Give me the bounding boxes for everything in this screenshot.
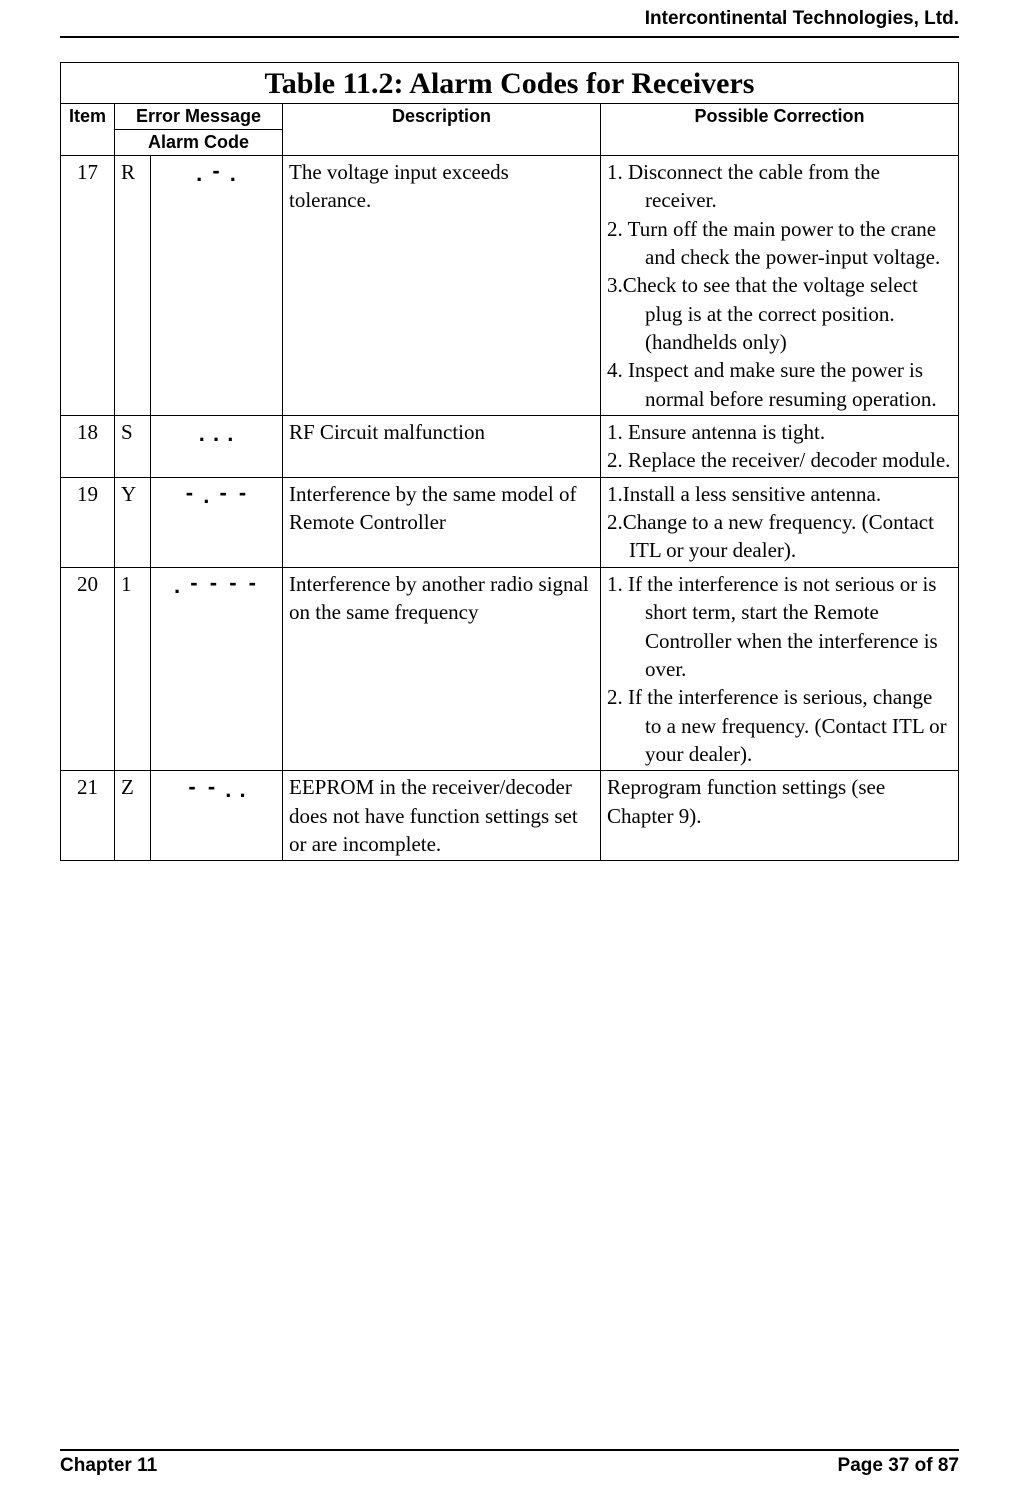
col-header-error-message: Error Message bbox=[115, 104, 283, 130]
cell-description: RF Circuit malfunction bbox=[283, 416, 601, 478]
cell-alarm-code: . . . bbox=[151, 416, 283, 478]
content-area: Table 11.2: Alarm Codes for Receivers It… bbox=[60, 38, 959, 861]
correction-item: 4. Inspect and make sure the power is no… bbox=[607, 356, 952, 413]
correction-item: 1. If the interference is not serious or… bbox=[607, 570, 952, 683]
correction-list: 1. Disconnect the cable from the receive… bbox=[607, 158, 952, 413]
cell-alarm-code: . - - - - bbox=[151, 567, 283, 770]
cell-error-letter: R bbox=[115, 156, 151, 416]
cell-item: 17 bbox=[61, 156, 115, 416]
cell-description: EEPROM in the receiver/decoder does not … bbox=[283, 771, 601, 861]
correction-item: 1. Ensure antenna is tight. bbox=[607, 418, 952, 446]
cell-item: 19 bbox=[61, 477, 115, 567]
correction-item: 3.Check to see that the voltage select p… bbox=[607, 271, 952, 356]
correction-text: Reprogram function settings (see Chapter… bbox=[607, 773, 952, 830]
page: Intercontinental Technologies, Ltd. Tabl… bbox=[0, 0, 1019, 1495]
footer-rule bbox=[60, 1449, 959, 1451]
cell-error-letter: Z bbox=[115, 771, 151, 861]
table-row: 18S. . .RF Circuit malfunction1. Ensure … bbox=[61, 416, 959, 478]
col-header-alarm-code: Alarm Code bbox=[115, 130, 283, 156]
table-row: 201. - - - -Interference by another radi… bbox=[61, 567, 959, 770]
table-row: 17R. - .The voltage input exceeds tolera… bbox=[61, 156, 959, 416]
cell-correction: 1. Disconnect the cable from the receive… bbox=[601, 156, 959, 416]
cell-description: The voltage input exceeds tolerance. bbox=[283, 156, 601, 416]
cell-item: 20 bbox=[61, 567, 115, 770]
correction-list: 1. Ensure antenna is tight.2. Replace th… bbox=[607, 418, 952, 475]
cell-error-letter: 1 bbox=[115, 567, 151, 770]
correction-list: 1. If the interference is not serious or… bbox=[607, 570, 952, 768]
correction-item: 2. Replace the receiver/ decoder module. bbox=[607, 446, 952, 474]
table-row: 21Z- - . .EEPROM in the receiver/decoder… bbox=[61, 771, 959, 861]
cell-correction: Reprogram function settings (see Chapter… bbox=[601, 771, 959, 861]
cell-error-letter: S bbox=[115, 416, 151, 478]
cell-alarm-code: - . - - bbox=[151, 477, 283, 567]
footer-chapter: Chapter 11 bbox=[60, 1455, 157, 1477]
cell-description: Interference by another radio signal on … bbox=[283, 567, 601, 770]
cell-item: 21 bbox=[61, 771, 115, 861]
cell-alarm-code: . - . bbox=[151, 156, 283, 416]
cell-description: Interference by the same model of Remote… bbox=[283, 477, 601, 567]
footer-page: Page 37 of 87 bbox=[838, 1455, 959, 1477]
table-row: 19Y- . - -Interference by the same model… bbox=[61, 477, 959, 567]
cell-correction: 1.Install a less sensitive antenna.2.Cha… bbox=[601, 477, 959, 567]
table-title: Table 11.2: Alarm Codes for Receivers bbox=[61, 63, 959, 104]
cell-correction: 1. Ensure antenna is tight.2. Replace th… bbox=[601, 416, 959, 478]
correction-item: 1.Install a less sensitive antenna. bbox=[607, 480, 952, 508]
correction-item: 2. Turn off the main power to the crane … bbox=[607, 215, 952, 272]
cell-item: 18 bbox=[61, 416, 115, 478]
header-company: Intercontinental Technologies, Ltd. bbox=[60, 0, 959, 30]
page-footer: Chapter 11 Page 37 of 87 bbox=[60, 1449, 959, 1477]
cell-alarm-code: - - . . bbox=[151, 771, 283, 861]
correction-item: 2. If the interference is serious, chang… bbox=[607, 683, 952, 768]
correction-item: 2.Change to a new frequency. (Contact IT… bbox=[607, 508, 952, 565]
col-header-description: Description bbox=[283, 104, 601, 156]
correction-list: 1.Install a less sensitive antenna.2.Cha… bbox=[607, 480, 952, 565]
alarm-codes-table: Table 11.2: Alarm Codes for Receivers It… bbox=[60, 62, 959, 861]
cell-correction: 1. If the interference is not serious or… bbox=[601, 567, 959, 770]
col-header-item: Item bbox=[61, 104, 115, 156]
correction-item: 1. Disconnect the cable from the receive… bbox=[607, 158, 952, 215]
cell-error-letter: Y bbox=[115, 477, 151, 567]
col-header-correction: Possible Correction bbox=[601, 104, 959, 156]
